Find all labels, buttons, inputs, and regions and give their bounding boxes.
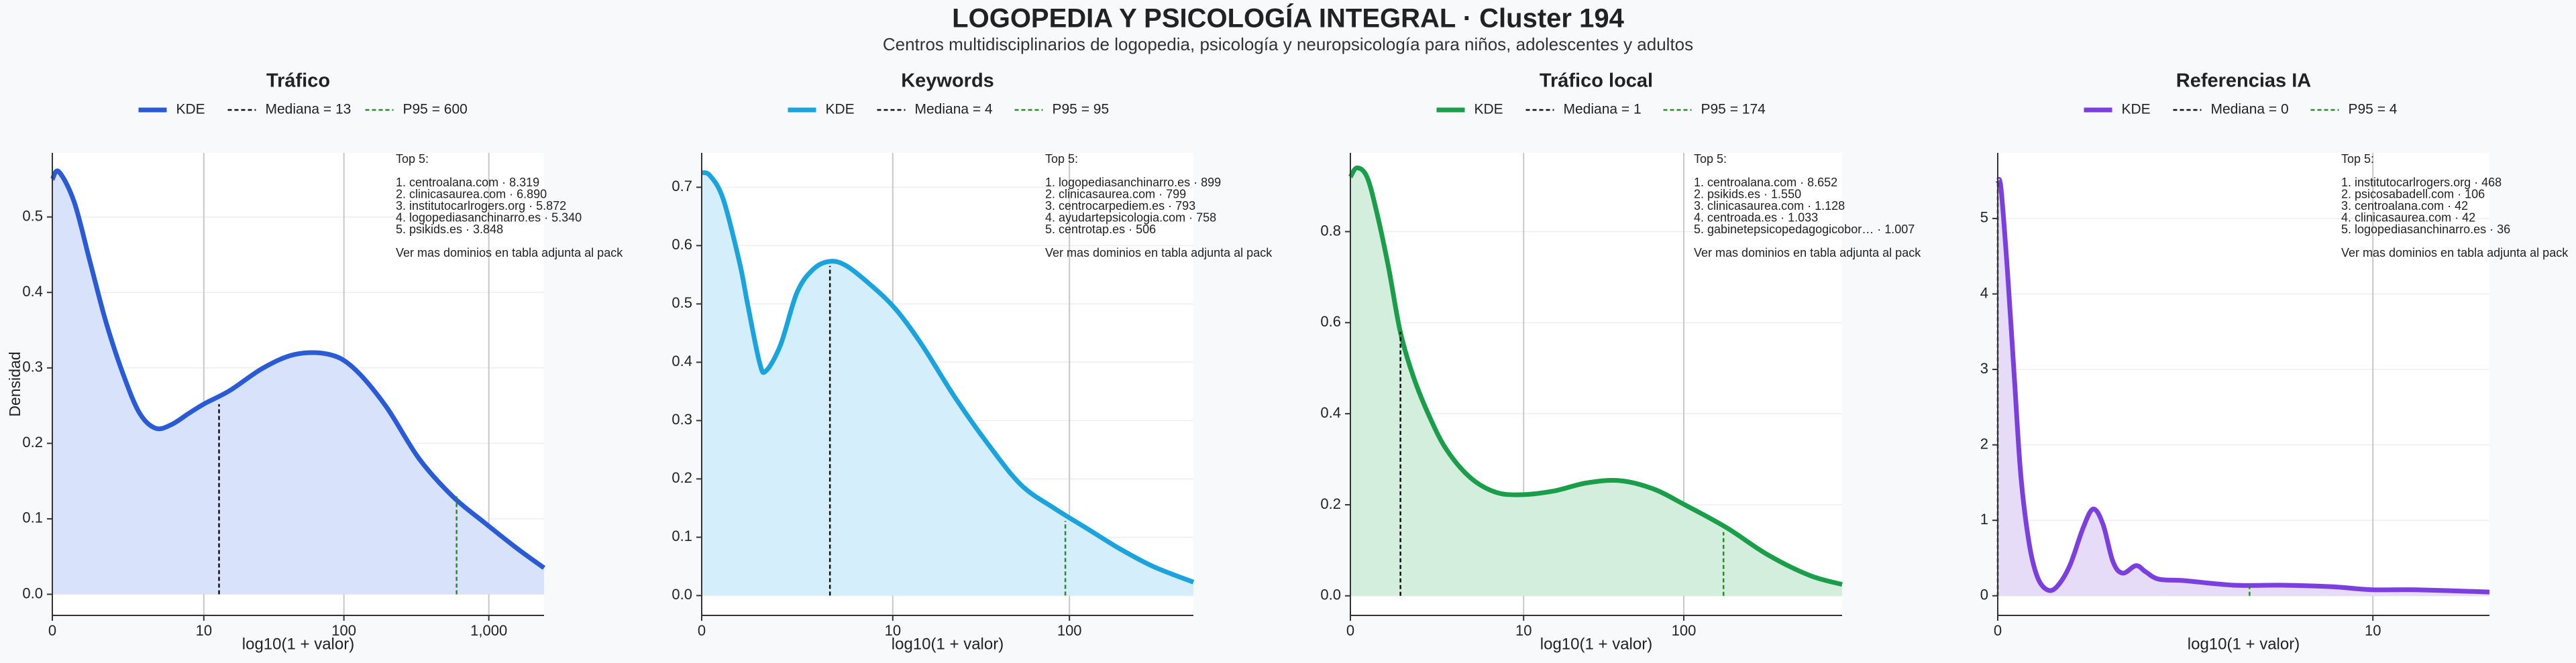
y-tick-label: 0.6 [1320, 313, 1341, 330]
x-axis-label: log10(1 + valor) [2188, 635, 2300, 653]
annotation: 2. clinicasaurea.com · 799 [1045, 187, 1186, 200]
kde-fill [1350, 168, 1842, 596]
legend-label: P95 = 4 [2349, 102, 2398, 117]
y-tick-label: 0.1 [22, 509, 43, 526]
y-tick-label: 0 [1980, 587, 1988, 603]
y-tick-label: 0.4 [1320, 404, 1341, 421]
x-tick-label: 100 [331, 622, 356, 639]
legend-label: KDE [1474, 102, 1503, 117]
figure-subtitle: Centros multidisciplinarios de logopedia… [883, 34, 1693, 54]
annotation: 3. centroalana.com · 42 [2341, 199, 2468, 213]
annotation: Ver mas dominios en tabla adjunta al pac… [396, 246, 623, 259]
y-tick-label: 0.3 [22, 359, 43, 375]
x-tick-label: 100 [1057, 622, 1082, 639]
y-tick-label: 0.5 [22, 207, 43, 224]
annotation: 5. gabinetepsicopedagogicobor… · 1.007 [1694, 223, 1915, 236]
annotation: Top 5: [2341, 152, 2374, 166]
annotation: 5. logopediasanchinarro.es · 36 [2341, 223, 2510, 236]
y-tick-label: 0.4 [672, 353, 692, 369]
x-axis-label: log10(1 + valor) [1540, 635, 1652, 653]
annotation: Ver mas dominios en tabla adjunta al pac… [1694, 246, 1921, 259]
annotation: 3. centrocarpediem.es · 793 [1045, 199, 1195, 213]
y-axis-label: Densidad [6, 351, 23, 416]
y-tick-label: 0.0 [22, 585, 43, 601]
y-tick-label: 0.7 [672, 178, 692, 194]
annotation: Top 5: [396, 152, 429, 166]
annotation: 1. centroalana.com · 8.319 [396, 176, 539, 189]
annotation: 3. clinicasaurea.com · 1.128 [1694, 199, 1845, 213]
y-tick-label: 2 [1980, 435, 1988, 452]
annotation: 4. centroada.es · 1.033 [1694, 210, 1818, 224]
annotation: Ver mas dominios en tabla adjunta al pac… [2341, 246, 2569, 259]
legend-label: KDE [826, 102, 855, 117]
legend-label: P95 = 174 [1701, 102, 1766, 117]
y-tick-label: 0.4 [22, 283, 43, 300]
y-tick-label: 0.5 [672, 294, 692, 311]
annotation: 3. institutocarlrogers.org · 5.872 [396, 199, 566, 213]
kde-line [700, 170, 1195, 585]
kde-line [1348, 165, 1843, 587]
kde-line [50, 168, 546, 570]
x-tick-label: 0 [1346, 622, 1354, 639]
y-tick-label: 0.8 [1320, 222, 1341, 239]
annotation: 4. clinicasaurea.com · 42 [2341, 210, 2475, 224]
figure-title: LOGOPEDIA Y PSICOLOGÍA INTEGRAL · Cluste… [952, 3, 1624, 34]
y-tick-label: 0.0 [1320, 587, 1341, 603]
y-tick-label: 5 [1980, 209, 1988, 226]
annotation: 2. psicosabadell.com · 106 [2341, 187, 2485, 200]
annotation: Ver mas dominios en tabla adjunta al pac… [1045, 246, 1273, 259]
x-tick-label: 10 [2365, 622, 2381, 639]
panel-title: Tráfico [266, 70, 330, 92]
x-tick-label: 10 [885, 622, 901, 639]
annotation: 5. psikids.es · 3.848 [396, 223, 503, 236]
y-tick-label: 4 [1980, 284, 1988, 301]
panel-title: Referencias IA [2176, 70, 2312, 92]
legend-label: Mediana = 13 [266, 102, 352, 117]
x-tick-label: 0 [1994, 622, 2002, 639]
x-tick-label: 0 [698, 622, 706, 639]
legend-label: Mediana = 4 [915, 102, 993, 117]
x-axis-label: log10(1 + valor) [892, 635, 1004, 653]
panel-title: Tráfico local [1540, 70, 1653, 92]
x-tick-label: 1,000 [470, 622, 507, 639]
legend-label: KDE [176, 102, 205, 117]
annotation: Top 5: [1045, 152, 1078, 166]
legend-label: KDE [2122, 102, 2151, 117]
annotation: 1. centroalana.com · 8.652 [1694, 176, 1837, 189]
y-tick-label: 3 [1980, 360, 1988, 377]
y-tick-label: 0.2 [672, 469, 692, 486]
panel-title: Keywords [901, 70, 994, 92]
annotation: 1. institutocarlrogers.org · 468 [2341, 176, 2502, 189]
annotation: 4. ayudartepsicologia.com · 758 [1045, 210, 1216, 224]
annotation: 5. centrotap.es · 506 [1045, 223, 1156, 236]
x-tick-label: 100 [1672, 622, 1697, 639]
legend-label: Mediana = 0 [2211, 102, 2289, 117]
annotation: 1. logopediasanchinarro.es · 899 [1045, 176, 1221, 189]
x-tick-label: 0 [48, 622, 56, 639]
y-tick-label: 0.3 [672, 411, 692, 428]
x-tick-label: 10 [196, 622, 212, 639]
kde-fill [702, 172, 1193, 596]
legend-label: P95 = 95 [1053, 102, 1110, 117]
kde-fill [52, 170, 544, 595]
y-tick-label: 0.6 [672, 236, 692, 253]
legend-label: P95 = 600 [403, 102, 468, 117]
y-tick-label: 0.2 [22, 434, 43, 450]
annotation: 2. clinicasaurea.com · 6.890 [396, 187, 547, 200]
kde-line [1995, 177, 2490, 595]
legend-label: Mediana = 1 [1564, 102, 1642, 117]
annotation: 4. logopediasanchinarro.es · 5.340 [396, 210, 582, 224]
y-tick-label: 0.1 [672, 528, 692, 544]
annotation: Top 5: [1694, 152, 1727, 166]
x-axis-label: log10(1 + valor) [242, 635, 354, 653]
annotation: 2. psikids.es · 1.550 [1694, 187, 1801, 200]
x-tick-label: 10 [1515, 622, 1532, 639]
y-tick-label: 1 [1980, 511, 1988, 528]
y-tick-label: 0.2 [1320, 495, 1341, 512]
y-tick-label: 0.0 [672, 586, 692, 603]
